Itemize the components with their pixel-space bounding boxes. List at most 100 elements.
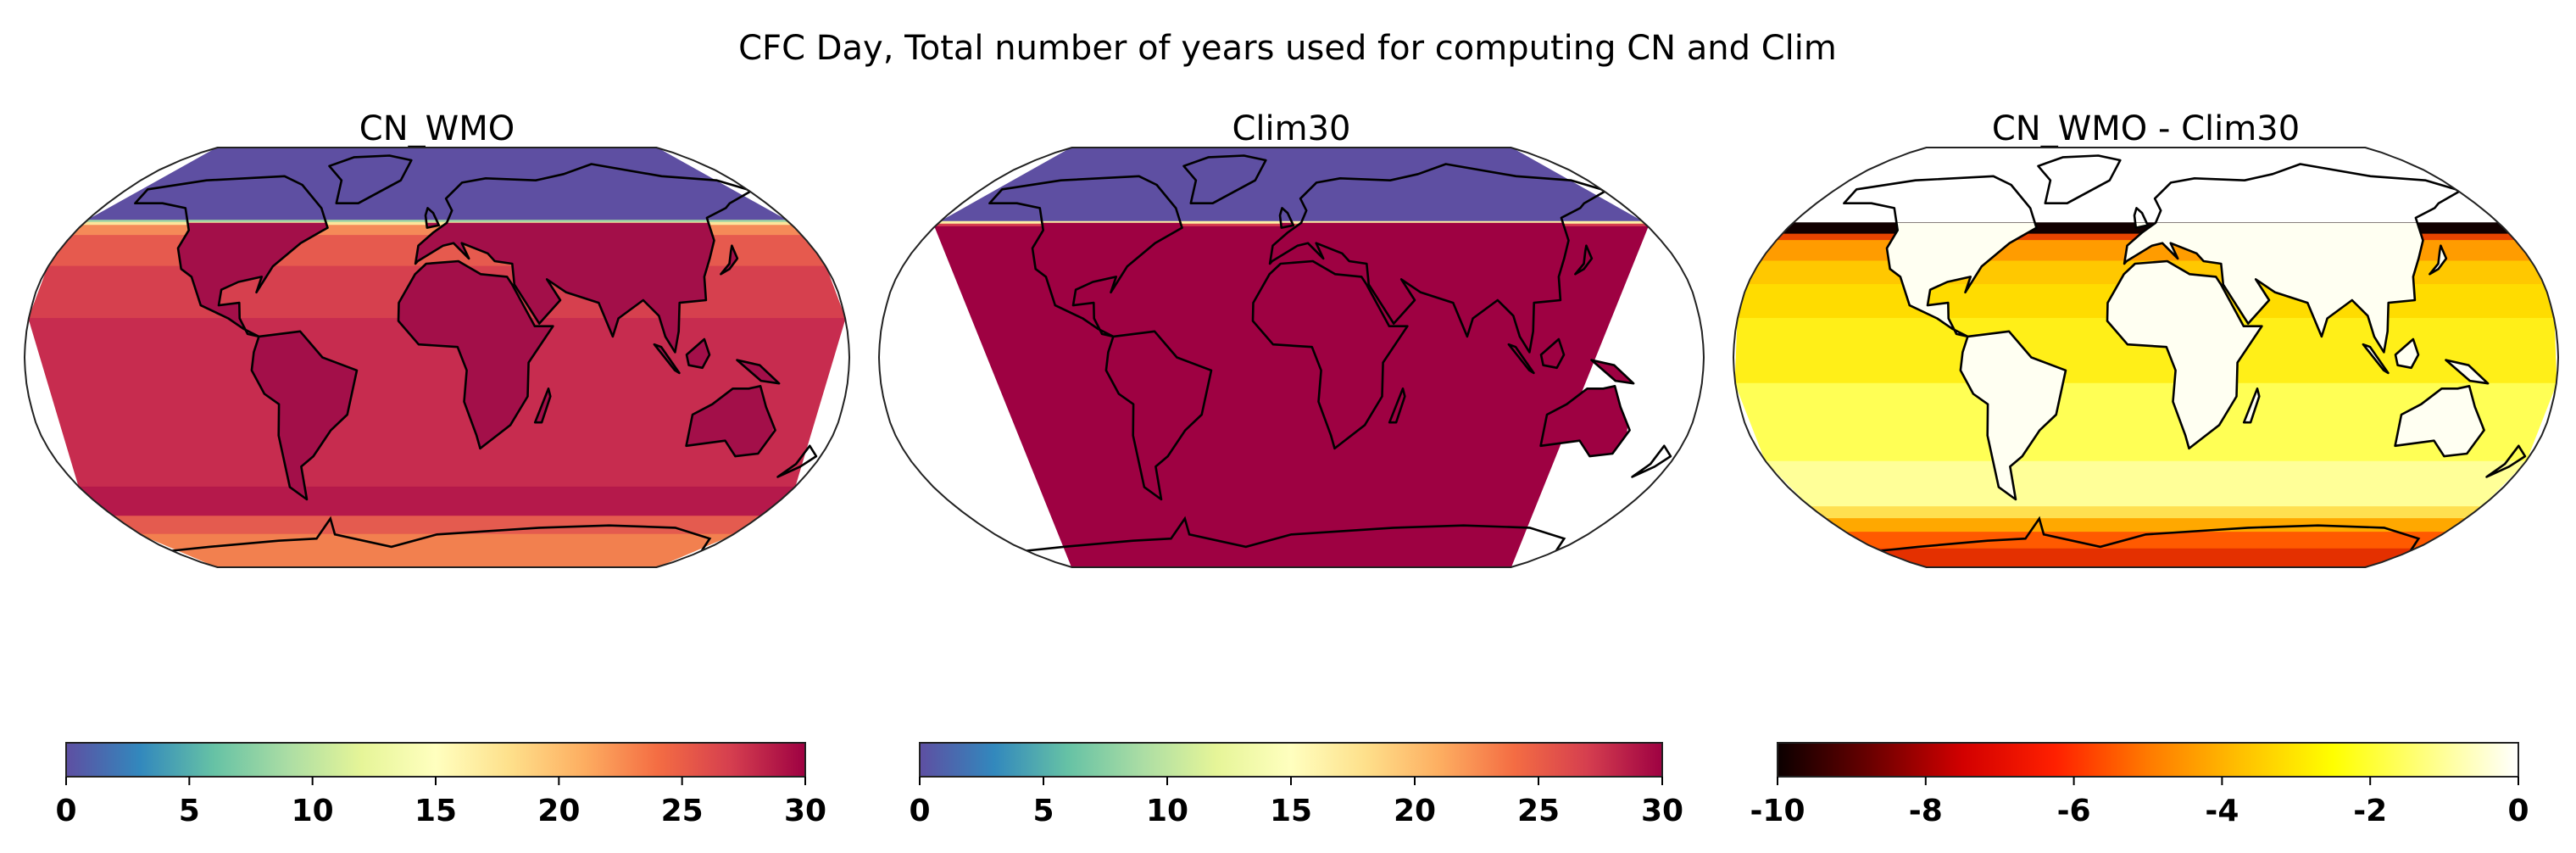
coastline-australia [2394, 385, 2485, 458]
coastline-antarctica [1880, 516, 2421, 552]
coastline-south-america [1959, 330, 2067, 501]
colorbar-tick-label: -4 [2205, 794, 2239, 828]
coastline-australia [1539, 385, 1631, 458]
colorbar-tick-label: -8 [1909, 794, 1943, 828]
land-great-britain [1280, 222, 1294, 228]
coastline-greenland [1182, 154, 1267, 204]
colorbar-tick-label: 10 [1146, 794, 1188, 828]
colorbar-tick-label: 20 [537, 794, 580, 828]
colorbar-tick-label: 0 [55, 794, 76, 828]
land-australia [2395, 386, 2484, 457]
colorbar-1: 0 5 10 15 20 25 30 [55, 742, 826, 828]
land-south-america [1105, 331, 1211, 499]
land-japan [2429, 245, 2446, 275]
coastline-sumatra [1507, 343, 1535, 375]
value-band [1876, 548, 2416, 567]
coastline-eurasia [414, 163, 752, 354]
coastline-great-britain [2133, 207, 2150, 229]
colorbar-tick-label: 5 [179, 794, 200, 828]
colorbar-2: 0 5 10 15 20 25 30 [909, 742, 1683, 828]
coastline-south-america [1104, 330, 1213, 501]
land-south-america [251, 331, 357, 499]
coastline-greenland [2037, 154, 2122, 204]
colorbar-tick-label: 0 [2507, 794, 2529, 828]
map-field [933, 148, 1672, 567]
colorbar-tick-label: 25 [661, 794, 704, 828]
coastline-new-zealand [776, 444, 818, 478]
land-australia [1540, 386, 1630, 457]
colorbar-tick-label: 25 [1517, 794, 1560, 828]
colorbar-3: -10 -8 -6 -4 -2 0 [1750, 742, 2529, 828]
map-panel-2: Clim30 0 5 10 15 20 25 30 [877, 109, 1705, 828]
map-outline [877, 147, 1705, 568]
coastline-borneo [685, 337, 711, 370]
coastline-madagascar [1388, 387, 1406, 424]
land-japan [1575, 245, 1592, 275]
coastline-africa [1251, 259, 1409, 450]
coastline-new-zealand [1631, 444, 1672, 478]
land-africa [2107, 261, 2262, 449]
coastline-africa [2106, 259, 2263, 450]
coastline-new-guinea [2445, 359, 2490, 385]
coastline-madagascar [533, 387, 552, 424]
coastline-japan [720, 244, 739, 276]
colorbar-tick-label: -6 [2057, 794, 2091, 828]
land-eurasia [2124, 222, 2460, 353]
land-borneo [687, 339, 709, 368]
land-eurasia [1270, 222, 1605, 353]
land-north-america [135, 222, 328, 337]
coastline-sumatra [2362, 343, 2390, 375]
colorbar-gradient [1777, 742, 2519, 778]
map-field [1734, 148, 2557, 567]
coastline-new-guinea [736, 359, 781, 385]
land-great-britain [426, 222, 439, 228]
value-band [938, 148, 1644, 222]
land-new-guinea [737, 360, 780, 384]
colorbar-tick-label: 15 [1270, 794, 1312, 828]
panel-title: CN_WMO - Clim30 [1992, 109, 2300, 148]
coastline-africa [397, 259, 554, 450]
coastline-south-america [250, 330, 359, 501]
map-outline [23, 147, 851, 568]
land-north-america [1844, 222, 2037, 337]
coastline-greenland [328, 154, 413, 204]
coastline-australia [685, 385, 776, 458]
land-south-america [1960, 331, 2066, 499]
land-japan [721, 245, 737, 275]
map-panel-3: CN_WMO - Clim30 -10 -8 -6 -4 -2 0 [1732, 109, 2560, 828]
coastline-eurasia [2123, 163, 2461, 354]
land-new-guinea [2445, 360, 2489, 384]
value-band [1791, 148, 2501, 224]
coastline-japan [1574, 244, 1594, 276]
coastline-new-guinea [1590, 359, 1635, 385]
value-band [112, 516, 762, 535]
land-borneo [2395, 339, 2418, 368]
colorbar-tick-label: 5 [1032, 794, 1054, 828]
value-band [140, 533, 734, 567]
value-band [1809, 506, 2483, 520]
land-borneo [1541, 339, 1564, 368]
coastline-eurasia [1268, 163, 1606, 354]
colorbar-tick-label: -10 [1750, 794, 1805, 828]
land-africa [1253, 261, 1408, 449]
land-eurasia [415, 222, 751, 353]
colorbar-tick-label: 30 [1641, 794, 1683, 828]
coastline-borneo [2394, 337, 2420, 370]
colorbar-tick-label: 0 [909, 794, 930, 828]
value-band [85, 148, 789, 221]
land-africa [398, 261, 554, 449]
panel-title: CN_WMO [359, 109, 515, 148]
coastline-north-america [988, 175, 1183, 338]
land-australia [686, 386, 776, 457]
map-outline [1732, 147, 2560, 568]
colorbar-tick-label: 20 [1394, 794, 1436, 828]
colorbar-gradient [919, 742, 1663, 778]
land-new-guinea [1591, 360, 1634, 384]
coastline-antarctica [1026, 516, 1566, 552]
colorbar-gradient [65, 742, 806, 778]
colorbar-tick-label: 30 [784, 794, 826, 828]
coastline-japan [2429, 244, 2448, 276]
coastline-sumatra [653, 343, 681, 375]
coastline-antarctica [171, 516, 712, 552]
